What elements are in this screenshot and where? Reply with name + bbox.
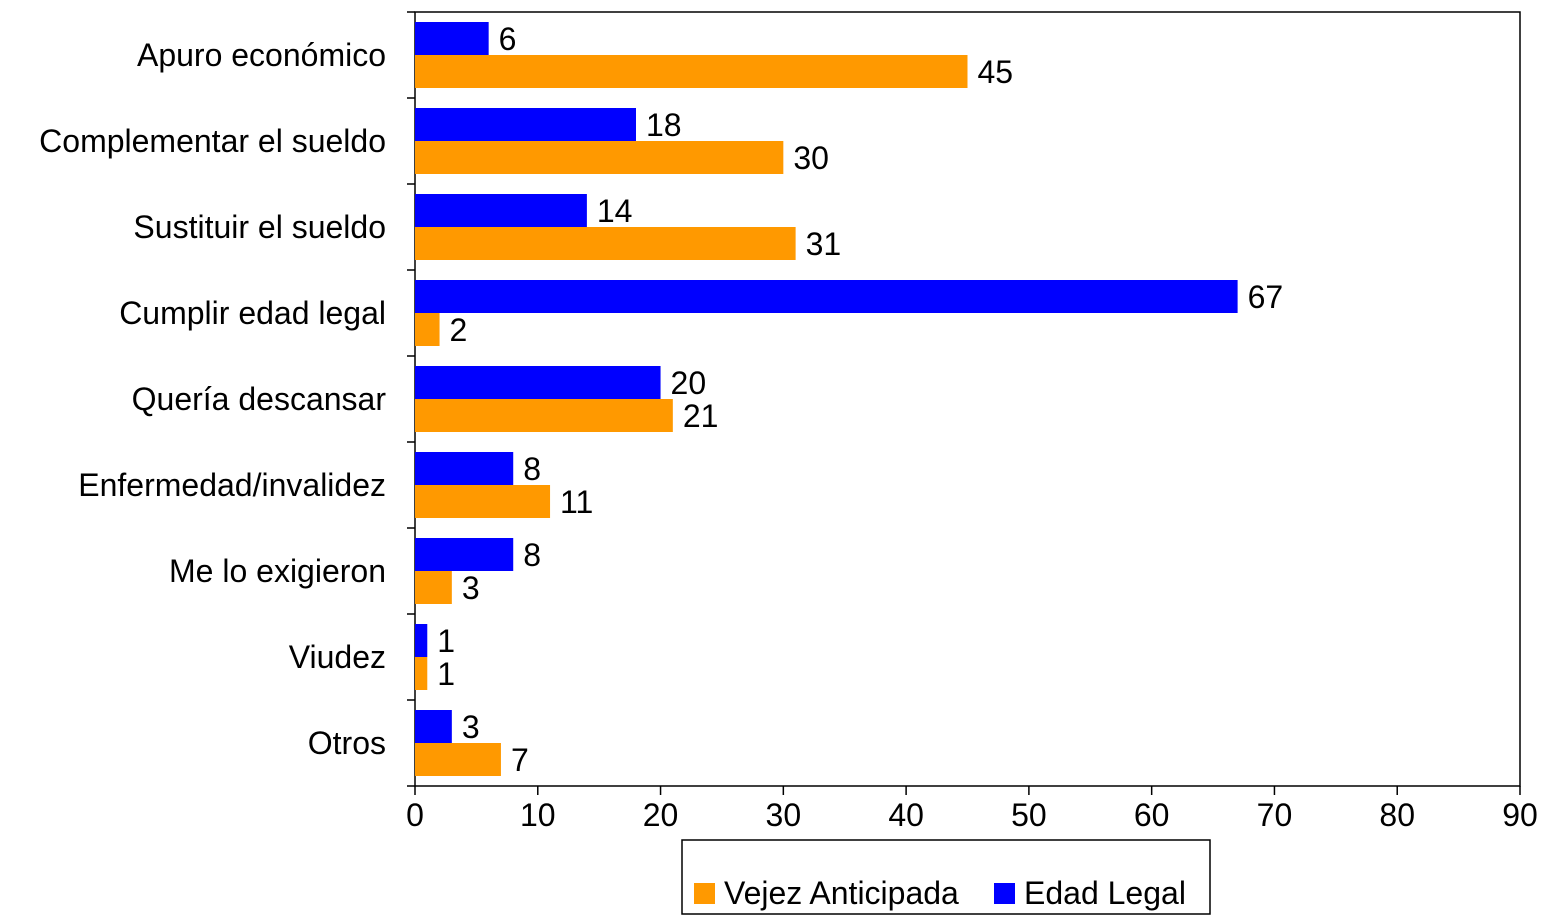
y-tick-label-me-lo-exigieron: Me lo exigieron: [169, 553, 386, 589]
x-tick-label-90: 90: [1502, 797, 1538, 833]
data-label-vejez-anticipada-enfermedad-invalidez: 11: [560, 484, 593, 520]
data-label-vejez-anticipada-viudez: 1: [437, 656, 455, 692]
data-label-edad-legal-enfermedad-invalidez: 8: [523, 451, 541, 487]
y-axis: Apuro económico Complementar el sueldo Sus…: [39, 11, 415, 787]
bar-edad-legal-me-lo-exigieron: [415, 538, 514, 571]
bar-edad-legal-otros: [415, 710, 452, 743]
bar-vejez-anticipada-apuro-economico: [415, 55, 968, 88]
data-label-edad-legal-otros: 3: [462, 709, 480, 745]
data-label-vejez-anticipada-otros: 7: [511, 742, 529, 778]
y-tick-label-otros: Otros: [308, 725, 386, 761]
x-tick-label-50: 50: [1011, 797, 1047, 833]
legend-swatch-edad-legal: [994, 883, 1015, 904]
data-label-vejez-anticipada-complementar-el-sueldo: 30: [793, 140, 829, 176]
data-label-vejez-anticipada-queria-descansar: 21: [683, 398, 719, 434]
y-tick-label-sustituir-el-sueldo: Sustituir el sueldo: [133, 209, 386, 245]
bar-vejez-anticipada-viudez: [415, 657, 428, 690]
data-label-vejez-anticipada-me-lo-exigieron: 3: [462, 570, 480, 606]
x-tick-label-10: 10: [520, 797, 556, 833]
data-label-edad-legal-sustituir-el-sueldo: 14: [597, 193, 633, 229]
bars-group: [415, 22, 1238, 776]
bar-edad-legal-viudez: [415, 624, 428, 657]
data-label-vejez-anticipada-sustituir-el-sueldo: 31: [806, 226, 842, 262]
data-label-edad-legal-cumplir-edad-legal: 67: [1248, 279, 1284, 315]
bar-edad-legal-apuro-economico: [415, 22, 489, 55]
x-axis: 0 10 20 30 40 50 60 70 80 90: [406, 786, 1538, 833]
bar-vejez-anticipada-sustituir-el-sueldo: [415, 227, 796, 260]
data-label-edad-legal-me-lo-exigieron: 8: [523, 537, 541, 573]
x-tick-label-80: 80: [1379, 797, 1415, 833]
x-tick-label-20: 20: [643, 797, 679, 833]
bar-vejez-anticipada-enfermedad-invalidez: [415, 485, 551, 518]
bar-edad-legal-cumplir-edad-legal: [415, 280, 1238, 313]
legend-label-edad-legal: Edad Legal: [1024, 875, 1186, 911]
legend-label-vejez-anticipada: Vejez Anticipada: [724, 875, 959, 911]
y-tick-label-cumplir-edad-legal: Cumplir edad legal: [119, 295, 386, 331]
x-tick-label-30: 30: [766, 797, 802, 833]
legend: Vejez Anticipada Edad Legal: [681, 839, 1211, 915]
data-label-vejez-anticipada-cumplir-edad-legal: 2: [450, 312, 468, 348]
legend-swatch-vejez-anticipada: [694, 883, 715, 904]
data-label-vejez-anticipada-apuro-economico: 45: [978, 54, 1014, 90]
data-label-edad-legal-queria-descansar: 20: [671, 365, 707, 401]
y-tick-label-queria-descansar: Quería descansar: [132, 381, 387, 417]
legend-box: [681, 839, 1211, 915]
bar-vejez-anticipada-cumplir-edad-legal: [415, 313, 440, 346]
y-tick-label-complementar-el-sueldo: Complementar el sueldo: [39, 123, 386, 159]
bar-vejez-anticipada-queria-descansar: [415, 399, 673, 432]
y-tick-label-enfermedad-invalidez: Enfermedad/invalidez: [78, 467, 386, 503]
x-tick-label-60: 60: [1134, 797, 1170, 833]
bar-vejez-anticipada-otros: [415, 743, 501, 776]
y-tick-label-viudez: Viudez: [289, 639, 386, 675]
x-tick-label-70: 70: [1257, 797, 1293, 833]
bar-edad-legal-queria-descansar: [415, 366, 661, 399]
x-tick-label-40: 40: [888, 797, 924, 833]
data-label-edad-legal-complementar-el-sueldo: 18: [646, 107, 682, 143]
data-label-edad-legal-apuro-economico: 6: [499, 21, 517, 57]
x-tick-label-0: 0: [406, 797, 424, 833]
bar-edad-legal-sustituir-el-sueldo: [415, 194, 587, 227]
bar-edad-legal-complementar-el-sueldo: [415, 108, 636, 141]
y-tick-label-apuro-economico: Apuro económico: [137, 37, 386, 73]
bar-vejez-anticipada-me-lo-exigieron: [415, 571, 452, 604]
bar-edad-legal-enfermedad-invalidez: [415, 452, 514, 485]
bar-vejez-anticipada-complementar-el-sueldo: [415, 141, 784, 174]
data-label-edad-legal-viudez: 1: [437, 623, 455, 659]
